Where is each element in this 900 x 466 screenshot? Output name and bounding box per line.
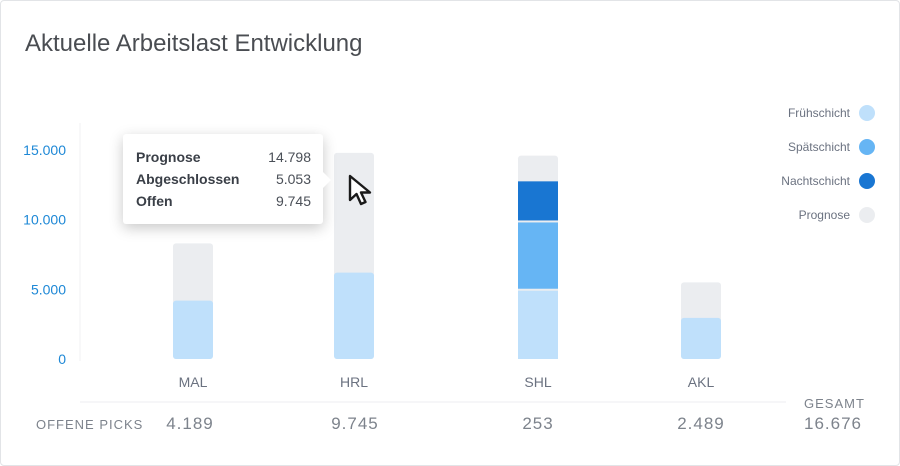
bar-group-shl[interactable] — [518, 155, 558, 359]
tooltip-value: 9.745 — [275, 193, 311, 209]
tooltip-label: Offen — [136, 193, 173, 209]
legend-swatch[interactable] — [859, 207, 875, 223]
x-tick-label: MAL — [179, 374, 208, 390]
offene-picks-value: 9.745 — [331, 414, 379, 433]
bar-nachtschicht[interactable] — [518, 181, 558, 221]
offene-picks-label: OFFENE PICKS — [36, 417, 143, 432]
legend-label: Nachtschicht — [781, 174, 850, 188]
bar-spaetschicht[interactable] — [518, 222, 558, 289]
bar-group-akl[interactable] — [681, 282, 721, 359]
legend-label: Prognose — [799, 208, 851, 222]
tooltip-row-prognose: Prognose 14.798 — [136, 149, 311, 169]
legend-swatch[interactable] — [859, 139, 875, 155]
offene-picks-values: 4.189 9.745 253 2.489 — [166, 414, 725, 433]
legend-label: Frühschicht — [788, 106, 851, 120]
offene-picks-value: 4.189 — [166, 414, 214, 433]
bar-fruehschicht[interactable] — [681, 317, 721, 359]
cursor-arrow-icon — [348, 174, 372, 206]
y-tick-label: 5.000 — [31, 281, 66, 297]
tooltip-value: 5.053 — [275, 171, 311, 187]
tooltip-row-offen: Offen 9.745 — [136, 193, 311, 213]
bar-fruehschicht[interactable] — [173, 300, 213, 359]
x-tick-label: SHL — [524, 374, 551, 390]
tooltip-row-abgeschlossen: Abgeschlossen 5.053 — [136, 171, 311, 191]
x-tick-label: HRL — [340, 374, 368, 390]
y-tick-label: 10.000 — [23, 212, 66, 228]
tooltip-label: Abgeschlossen — [136, 171, 240, 187]
gesamt-label: GESAMT — [804, 396, 865, 411]
offene-picks-value: 253 — [522, 414, 553, 433]
tooltip-value: 14.798 — [268, 149, 311, 165]
legend-swatch[interactable] — [859, 173, 875, 189]
bar-tooltip: Prognose 14.798 Abgeschlossen 5.053 Offe… — [123, 134, 331, 224]
bar-group-hrl[interactable] — [334, 152, 374, 359]
y-tick-label: 0 — [58, 351, 66, 367]
x-axis: MAL HRL SHL AKL — [179, 374, 715, 390]
bar-fruehschicht[interactable] — [334, 272, 374, 359]
bar-group-mal[interactable] — [173, 243, 213, 359]
gesamt-value: 16.676 — [804, 414, 862, 433]
bar-fruehschicht[interactable] — [518, 290, 558, 359]
y-axis: 0 5.000 10.000 15.000 — [23, 142, 66, 367]
offene-picks-value: 2.489 — [677, 414, 725, 433]
x-tick-label: AKL — [688, 374, 715, 390]
legend-swatch[interactable] — [859, 105, 875, 121]
tooltip-label: Prognose — [136, 149, 201, 165]
legend: Frühschicht Spätschicht Nachtschicht Progno… — [781, 105, 875, 223]
y-tick-label: 15.000 — [23, 142, 66, 158]
legend-label: Spätschicht — [788, 140, 851, 154]
bars — [173, 152, 721, 359]
chart-title: Aktuelle Arbeitslast Entwicklung — [25, 30, 363, 57]
